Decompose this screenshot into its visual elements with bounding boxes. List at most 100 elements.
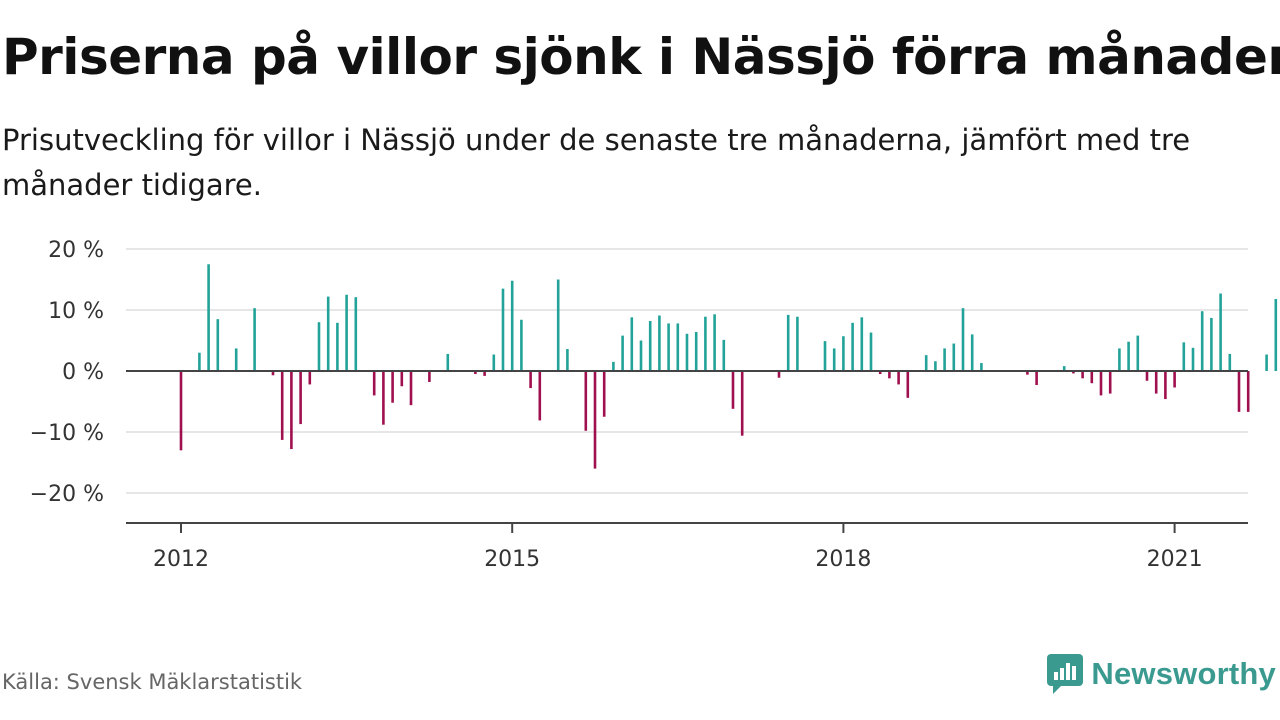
bar [354,297,358,371]
y-tick-label: 20 % [48,238,104,263]
gridlines [126,248,1248,494]
bar [271,371,275,376]
bar [382,371,385,425]
x-tick-label: 2018 [815,547,871,572]
newsworthy-logo-icon [1047,654,1084,694]
bar [234,348,238,371]
bar [658,315,661,371]
bar [1154,371,1158,394]
bar [1191,347,1195,371]
bar [851,322,854,371]
y-tick-label: 10 % [48,299,104,324]
source-note: Källa: Svensk Mäklarstatistik [2,670,303,694]
bar [878,371,882,375]
bar-chart: 20 %10 %0 %−10 %−20 %2012201520182021202… [30,238,1278,572]
bar [474,371,477,375]
brand-logo: Newsworthy [1047,653,1276,695]
bar [446,353,450,371]
x-tick-label: 2015 [484,547,540,572]
bar [391,371,394,403]
bar [860,317,864,371]
bar [1210,317,1213,371]
bar [428,371,431,382]
bar [786,314,790,371]
bar [943,348,946,371]
bar [612,361,615,371]
x-tick-label: 2012 [153,547,209,572]
tick-labels: 20 %10 %0 %−10 %−20 %2012201520182021202… [30,238,1203,572]
bar [639,340,643,371]
bar [777,371,781,378]
bar [1274,299,1278,371]
bar [1090,371,1094,384]
bar [648,320,652,371]
bar [630,317,634,371]
bar [1108,371,1112,394]
chart-subtitle: Prisutveckling för villor i Nässjö under… [2,123,1191,202]
bar [207,264,210,371]
bar [1145,371,1149,381]
brand-name: Newsworthy [1091,656,1276,691]
bar [290,371,293,450]
bar [501,288,505,371]
bar [731,371,735,409]
bar [1127,341,1130,371]
chart-title: Priserna på villor sjönk i Nässjö förra … [2,28,1280,86]
bar [198,352,201,371]
bar [685,333,689,371]
bar [529,371,532,389]
bar [832,348,836,371]
bar [593,371,597,469]
bar [906,371,910,398]
bar [934,361,937,371]
bar [1118,348,1121,371]
bar [704,316,707,371]
bar [740,371,744,436]
bar [216,319,220,371]
bar [1136,335,1140,371]
bar [602,371,606,417]
bar [400,371,404,387]
bar [326,296,330,371]
bar [924,355,928,371]
bar [694,331,698,371]
bar [713,314,716,371]
bar [520,319,523,371]
bar [888,371,891,379]
bar [1200,311,1204,371]
y-tick-label: −10 % [30,421,104,446]
bar [1246,371,1250,412]
bar [980,363,983,371]
bar [667,323,670,371]
bar [1265,354,1268,371]
bar [1237,371,1241,412]
bar [538,371,542,421]
bar [869,332,873,371]
bar [1228,353,1232,371]
bar [1099,371,1103,396]
bar [317,322,321,371]
bar [1062,366,1066,371]
bar [345,294,348,371]
bar [483,371,486,376]
bar [1219,293,1222,371]
bar [336,322,339,371]
bar [299,371,302,425]
bar [372,371,376,396]
bar [492,354,496,371]
bar [1173,371,1176,388]
bar [676,323,680,371]
bars [179,264,1278,469]
bar [961,308,965,371]
bar [556,279,560,371]
bar [823,341,827,371]
bar [1081,371,1084,379]
bar [1164,371,1167,400]
y-tick-label: −20 % [30,482,104,507]
axes [126,370,1248,533]
bar [280,371,284,440]
bar [796,316,799,371]
bar [1026,371,1029,375]
bar [722,339,726,371]
bar [308,371,312,385]
